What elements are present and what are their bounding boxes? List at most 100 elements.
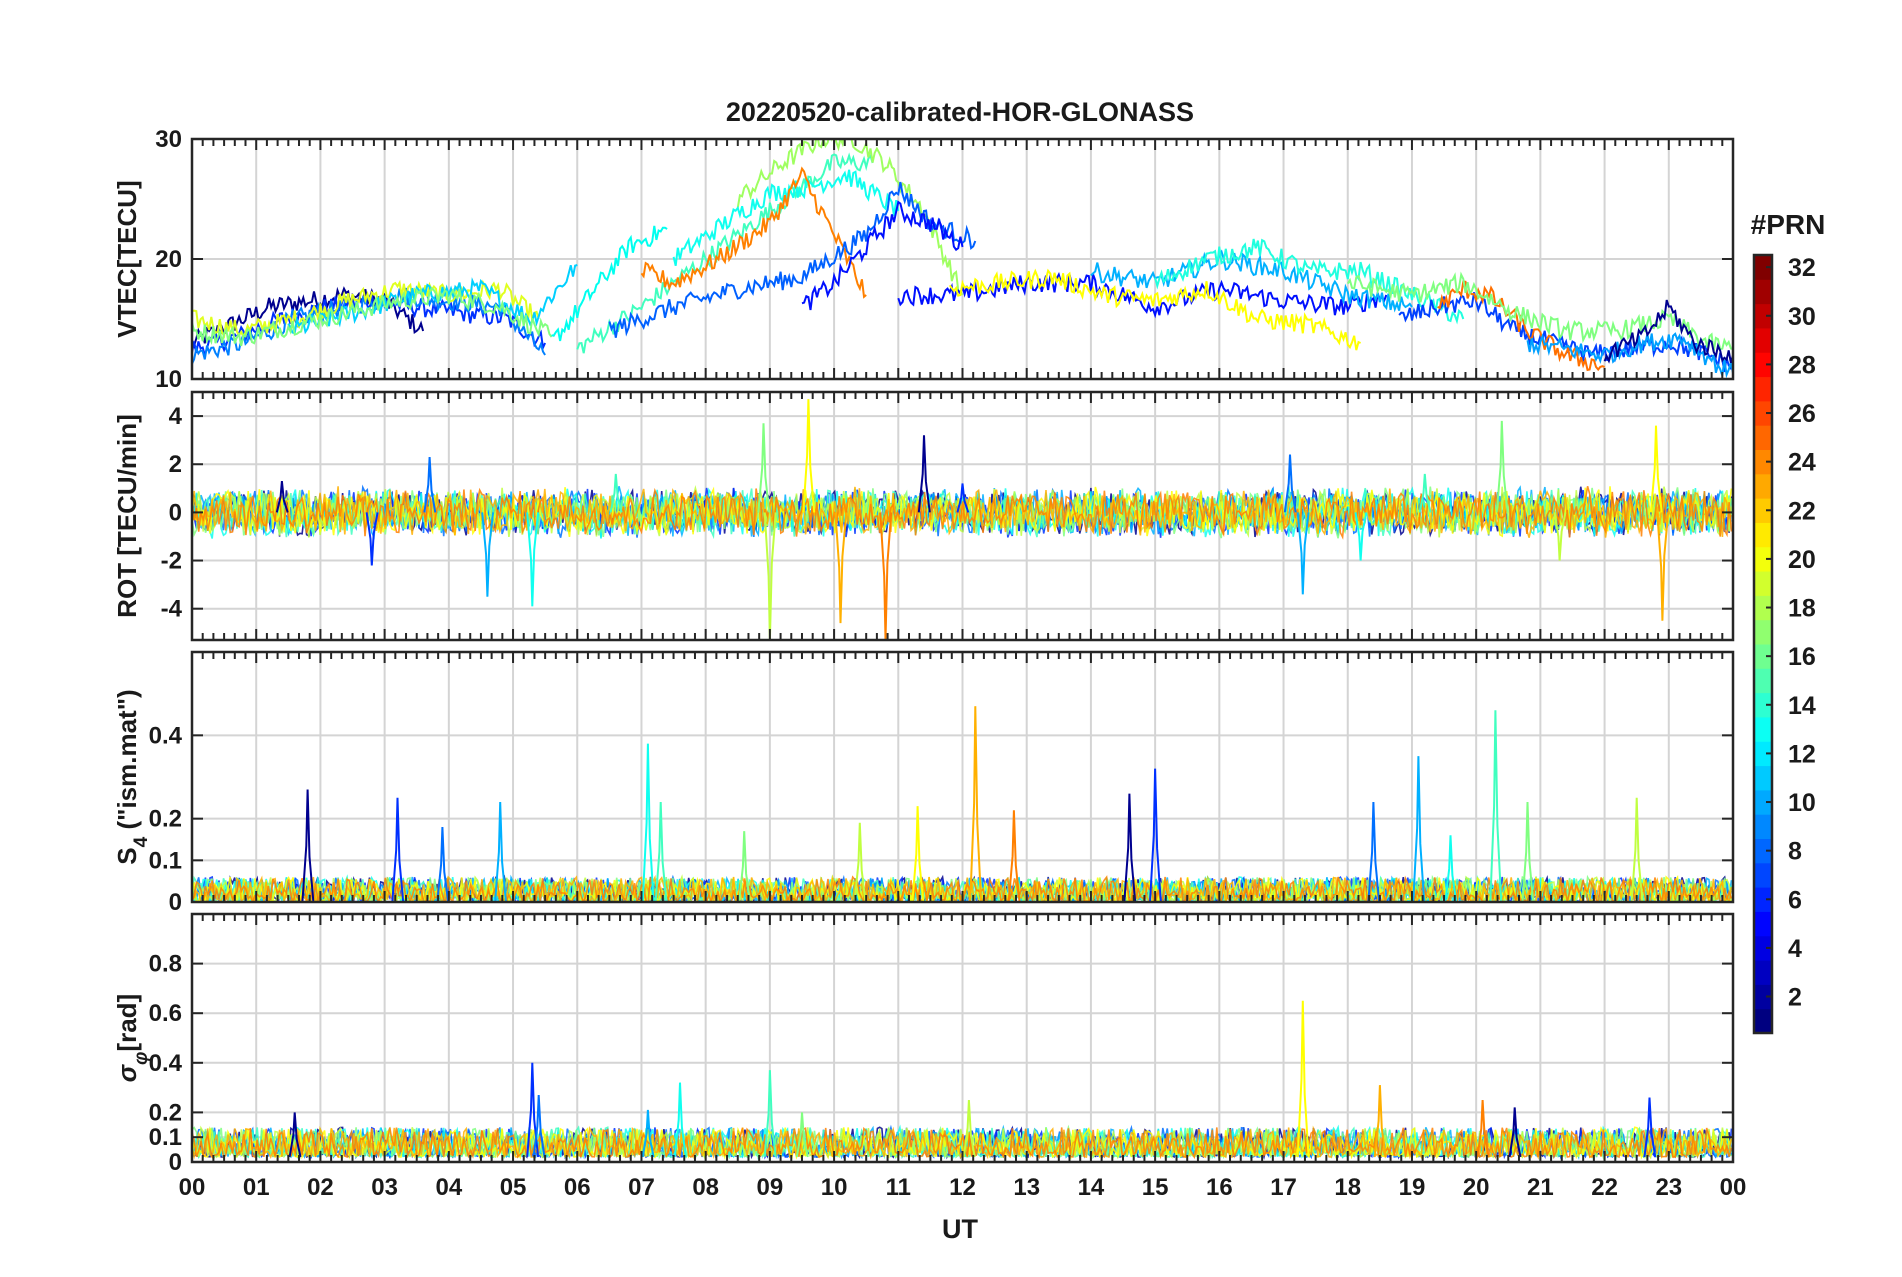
spike-mark: [526, 512, 540, 607]
spike-mark: [391, 797, 405, 902]
colorbar-tick-label: 8: [1788, 838, 1802, 866]
spike-mark: [1521, 801, 1535, 902]
spike-mark: [1412, 756, 1426, 902]
x-tick-label: 22: [1591, 1174, 1618, 1201]
spike-mark: [917, 435, 931, 513]
colorbar-segment: [1754, 741, 1772, 767]
x-tick-label: 03: [371, 1174, 398, 1201]
x-tick-label: 04: [435, 1174, 462, 1201]
colorbar-segment: [1754, 862, 1772, 888]
y-label-symbol: σ: [112, 1063, 142, 1082]
colorbar-tick-label: 6: [1788, 886, 1802, 914]
colorbar-segment: [1754, 303, 1772, 329]
x-tick-label: 05: [500, 1174, 527, 1201]
colorbar-segment: [1754, 716, 1772, 742]
spike-mark: [969, 706, 983, 902]
colorbar-segment: [1754, 984, 1772, 1010]
colorbar-tick-label: 20: [1788, 546, 1816, 574]
x-tick-label: 00: [179, 1174, 206, 1201]
y-tick-label: 0: [169, 499, 182, 526]
plot-area: [192, 139, 1733, 379]
colorbar-segment: [1754, 935, 1772, 961]
spike-mark: [956, 483, 970, 513]
colorbar-segment: [1754, 668, 1772, 694]
vtec-series-prn-23: [640, 166, 867, 299]
x-tick-label: 11: [886, 1174, 911, 1201]
x-tick-label: 08: [692, 1174, 719, 1201]
spike-mark: [673, 1082, 687, 1158]
spike-mark: [1495, 420, 1509, 513]
y-axis-label: S4 ("ism.mat"): [112, 689, 152, 864]
vtec-series-prn-13: [551, 225, 668, 342]
spike-mark: [481, 512, 495, 597]
colorbar-segment: [1754, 255, 1772, 280]
spike-mark: [1283, 454, 1297, 513]
x-tick-label: 13: [1013, 1174, 1040, 1201]
colorbar-segment: [1754, 887, 1772, 912]
spike-mark: [1656, 512, 1670, 621]
vtec-series-prn-14: [672, 169, 900, 267]
colorbar-segment: [1754, 546, 1772, 572]
spike-mark: [738, 831, 751, 902]
x-tick-label: 14: [1078, 1174, 1105, 1201]
y-axis-label: VTEC[TECU]: [112, 180, 142, 337]
y-tick-label: 0.2: [149, 806, 182, 833]
y-axis-label: ROT [TECU/min]: [112, 414, 142, 618]
x-axis-label: UT: [942, 1214, 978, 1244]
colorbar-segment: [1754, 449, 1772, 475]
vtec-series-prn-16: [1346, 271, 1733, 352]
colorbar-tick-label: 22: [1788, 497, 1816, 525]
vtec-series-prn-11: [1090, 249, 1413, 313]
spike-mark: [1149, 768, 1162, 902]
colorbar-segment: [1754, 960, 1772, 985]
colorbar-segment: [1754, 498, 1772, 523]
colorbar-segment: [1754, 789, 1772, 815]
colorbar-tick-label: 16: [1788, 643, 1816, 671]
y-tick-label: -2: [161, 548, 182, 575]
colorbar-segment: [1754, 327, 1772, 353]
colorbar-segment: [1754, 571, 1772, 596]
x-tick-label: 01: [243, 1174, 270, 1201]
spike-mark: [526, 1062, 540, 1158]
x-tick-label: 19: [1399, 1174, 1426, 1201]
vtec-series-prn-10: [1526, 332, 1733, 379]
spike-mark: [911, 806, 925, 902]
spike-mark: [288, 1112, 302, 1158]
y-tick-label: 10: [155, 366, 182, 393]
spike-mark: [1123, 793, 1137, 902]
colorbar-segment: [1754, 619, 1772, 645]
colorbar-tick-label: 14: [1788, 692, 1816, 720]
spike-mark: [1489, 710, 1503, 902]
colorbar-tick-label: 10: [1788, 789, 1816, 817]
colorbar-tick-label: 30: [1788, 303, 1816, 331]
x-tick-label: 21: [1527, 1174, 1554, 1201]
spike-mark: [275, 480, 289, 513]
y-label-rest: ("ism.mat"): [112, 689, 142, 836]
colorbar-segment: [1754, 352, 1772, 378]
colorbar-tick-label: 24: [1788, 449, 1816, 477]
colorbar-segment: [1754, 595, 1772, 621]
spike-mark: [641, 1109, 655, 1158]
spike-mark: [1373, 1085, 1387, 1158]
colorbar-segment: [1754, 400, 1772, 426]
x-tick-label: 00: [1720, 1174, 1747, 1201]
x-tick-label: 07: [628, 1174, 655, 1201]
x-tick-label: 20: [1463, 1174, 1490, 1201]
spike-mark: [1649, 425, 1663, 513]
y-label-subscript: 4: [131, 836, 152, 847]
spike-mark: [423, 456, 437, 513]
x-tick-label: 12: [949, 1174, 976, 1201]
spike-mark: [532, 1094, 546, 1158]
spike-mark: [1444, 835, 1458, 902]
y-tick-label: 20: [155, 246, 182, 273]
spike-mark: [802, 399, 816, 513]
y-tick-label: 0.1: [149, 847, 182, 874]
colorbar-segment: [1754, 522, 1772, 548]
colorbar-tick-label: 4: [1788, 935, 1802, 963]
y-label-rest: [rad]: [112, 994, 142, 1052]
vtec-series-prn-19: [948, 268, 1361, 351]
spike-mark: [1354, 512, 1368, 561]
panel-sigma_phi: 00.10.2 0.4 0.6 0.8 σφ[rad]: [112, 912, 1735, 1176]
